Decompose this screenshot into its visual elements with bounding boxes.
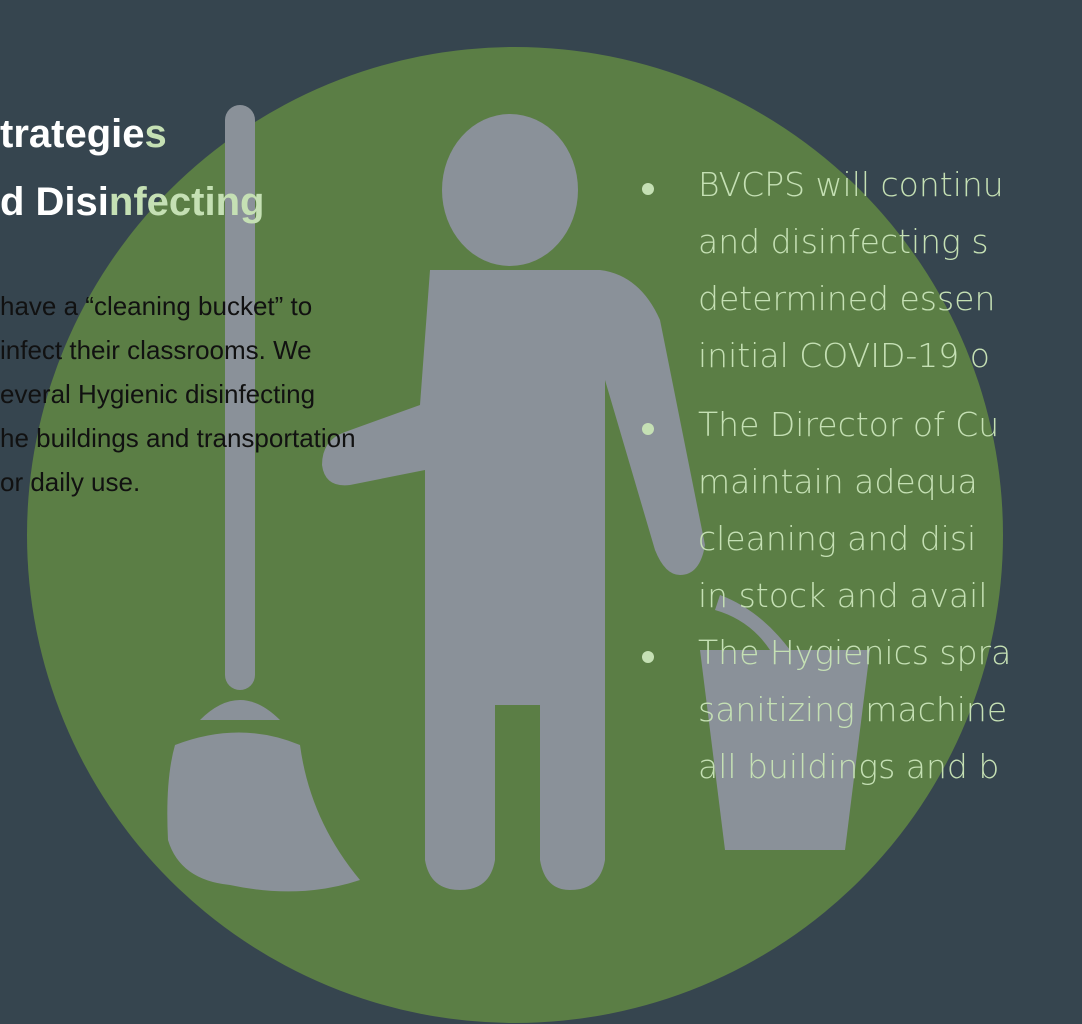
bullet-line: maintain adequa	[698, 462, 978, 501]
title-run: s	[145, 112, 167, 156]
bullet-line: initial COVID-19 o	[698, 336, 990, 375]
bullet-line: cleaning and disi	[698, 519, 976, 558]
bullet-line: and disinfecting s	[698, 222, 989, 261]
bullet-line: sanitizing machine	[698, 690, 1007, 729]
bullet-dot	[642, 183, 654, 195]
slide: trategiesd Disinfecting have a “cleaning…	[0, 0, 1082, 1024]
title-run: d Disi	[0, 180, 109, 224]
bullet-line: BVCPS will continu	[698, 165, 1004, 204]
bullet-line: determined essen	[698, 279, 995, 318]
title-run: nfecting	[109, 180, 265, 224]
title-run: trategie	[0, 112, 145, 156]
bullet-dot	[642, 651, 654, 663]
bullet-line: The Director of Cu	[698, 405, 999, 444]
body-line: have a “cleaning bucket” to	[0, 284, 356, 328]
body-line: infect their classrooms. We	[0, 328, 356, 372]
title-line: d Disinfecting	[0, 168, 264, 236]
bullet-line: The Hygienics spra	[698, 633, 1011, 672]
body-line: he buildings and transportation	[0, 416, 356, 460]
title-line: trategies	[0, 100, 264, 168]
bullet-line: all buildings and b	[698, 747, 999, 786]
body-line: or daily use.	[0, 460, 356, 504]
bullet-dot	[642, 423, 654, 435]
bullet-line: in stock and avail	[698, 576, 988, 615]
body-line: everal Hygienic disinfecting	[0, 372, 356, 416]
